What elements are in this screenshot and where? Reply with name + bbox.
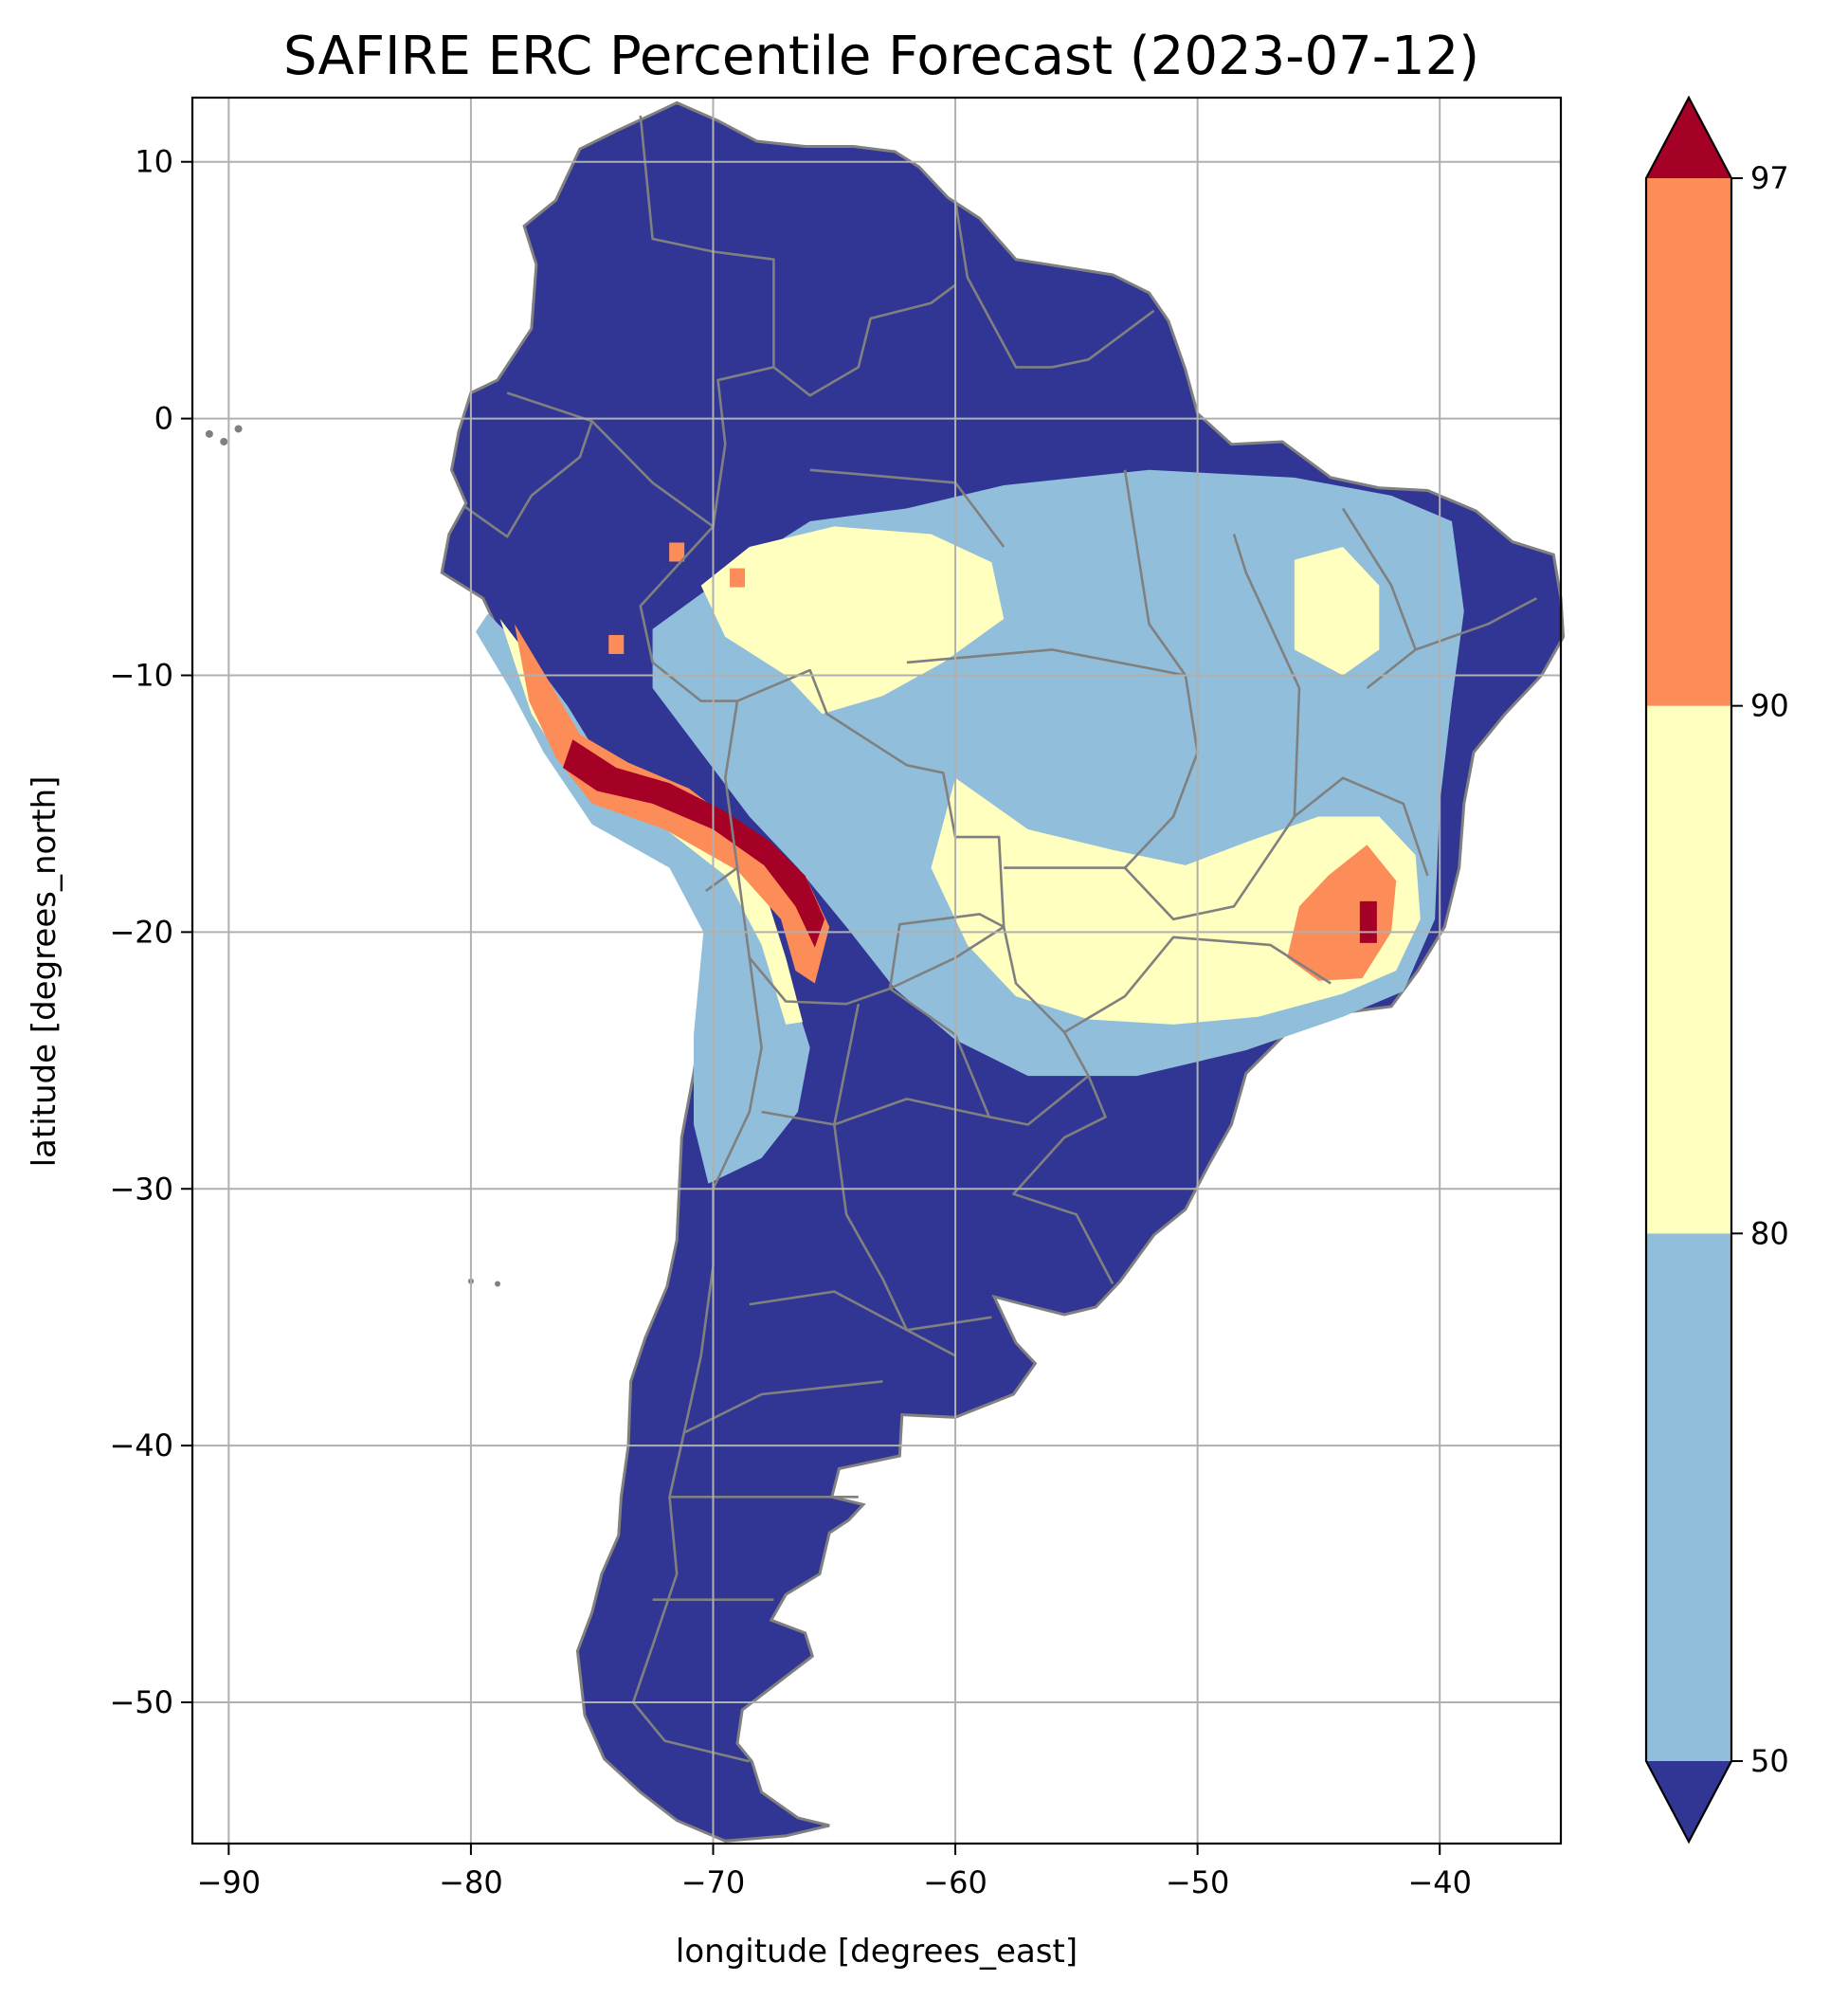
island — [495, 1281, 501, 1287]
region-90-97-speck — [669, 542, 685, 562]
country-border — [1294, 776, 1429, 877]
country-border — [833, 1003, 956, 1357]
x-tick-label: −50 — [1166, 1864, 1230, 1900]
colorbar-tick-label: 50 — [1750, 1743, 1789, 1779]
country-border — [639, 115, 775, 527]
map-area — [205, 100, 1566, 1843]
country-border — [761, 1098, 990, 1126]
country-border — [1341, 507, 1417, 690]
x-tick-label: −40 — [1407, 1864, 1472, 1900]
island — [220, 437, 228, 445]
y-tick-label: −10 — [109, 657, 173, 693]
y-tick-label: 10 — [135, 144, 173, 180]
island — [205, 429, 213, 438]
colorbar-extend-above-97 — [1646, 98, 1731, 178]
x-tick-label: −90 — [197, 1864, 262, 1900]
x-tick-label: −60 — [923, 1864, 987, 1900]
colorbar-segment-50-80 — [1646, 1233, 1731, 1761]
y-axis-label: latitude [degrees_north] — [26, 776, 63, 1168]
country-border — [683, 1380, 883, 1434]
island — [234, 425, 243, 433]
x-tick-label: −70 — [681, 1864, 746, 1900]
y-tick-label: −50 — [109, 1684, 173, 1720]
colorbar-tick-label: 97 — [1750, 160, 1789, 196]
y-tick-label: −40 — [109, 1427, 173, 1463]
y-axis: 10 0 −10 −20 −30 −40 −50 — [109, 144, 192, 1720]
country-border — [462, 391, 593, 538]
x-tick-label: −80 — [439, 1864, 503, 1900]
colorbar-segment-90-97 — [1646, 178, 1731, 706]
x-axis-label: longitude [degrees_east] — [676, 1933, 1078, 1971]
region-90-97-speck — [730, 568, 746, 588]
region-above-97-southeast — [1359, 900, 1377, 943]
region-80-90-east — [1294, 547, 1380, 676]
colorbar: 50 80 90 97 — [1644, 95, 1789, 1845]
country-border — [590, 420, 739, 893]
country-border — [1123, 469, 1301, 921]
y-tick-label: −20 — [109, 914, 173, 950]
country-border — [772, 283, 956, 397]
colorbar-segment-80-90 — [1646, 705, 1731, 1234]
colorbar-tick-label: 80 — [1750, 1215, 1789, 1251]
plot-border — [190, 96, 1563, 1845]
country-border — [889, 925, 1090, 1126]
chart-title: SAFIRE ERC Percentile Forecast (2023-07-… — [283, 26, 1479, 87]
country-border — [953, 200, 1155, 369]
x-axis: −90 −80 −70 −60 −50 −40 — [197, 1844, 1472, 1900]
country-border — [1063, 936, 1332, 1034]
region-90-97-speck — [608, 634, 625, 654]
y-tick-label: 0 — [154, 401, 173, 437]
y-tick-label: −30 — [109, 1171, 173, 1207]
region-above-97-andes — [563, 739, 825, 948]
country-border — [749, 1290, 992, 1332]
plot-frame — [190, 96, 1563, 1845]
gridlines — [192, 98, 1561, 1844]
country-border — [1012, 1075, 1114, 1285]
colorbar-extend-below-50 — [1646, 1761, 1731, 1842]
colorbar-tick-label: 90 — [1750, 688, 1789, 724]
region-90-97-southeast — [1287, 845, 1397, 981]
region-80-90-north — [700, 526, 1005, 715]
